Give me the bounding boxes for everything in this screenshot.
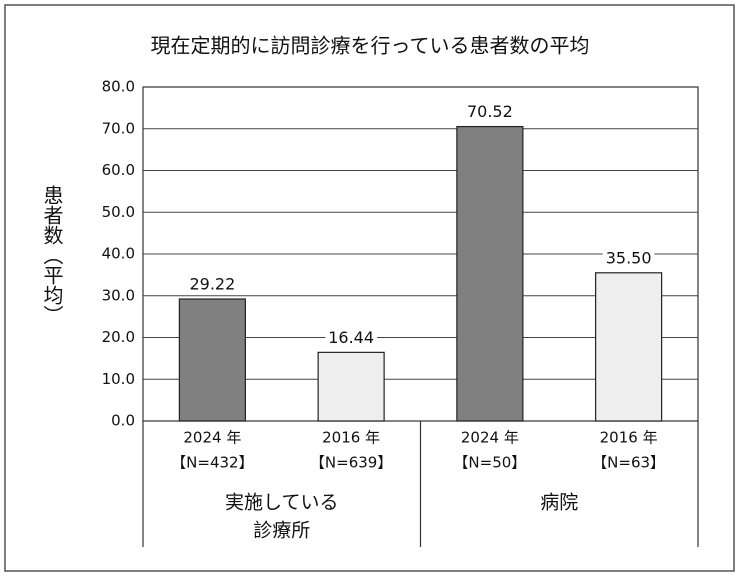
group-label: 診療所 [253, 520, 310, 542]
chart-title: 現在定期的に訪問診療を行っている患者数の平均 [151, 34, 590, 58]
x-tick-note: 【N=63】 [592, 454, 665, 472]
group-label: 実施している [225, 492, 338, 514]
value-label-bg [602, 248, 655, 268]
bar [595, 272, 663, 422]
y-axis-label: 患者数（平均） [40, 185, 64, 325]
y-tick-label: 20.0 [102, 328, 135, 346]
x-tick-note: 【N=639】 [310, 454, 392, 472]
x-tick-label: 2016 年 [322, 429, 380, 447]
y-tick-label: 0.0 [111, 412, 135, 430]
value-label: 29.22 [189, 275, 235, 294]
y-tick-label: 30.0 [102, 286, 135, 304]
y-tick-label: 40.0 [102, 245, 135, 263]
x-tick-label: 2024 年 [461, 429, 519, 447]
x-tick-note: 【N=432】 [171, 454, 253, 472]
value-label-bg [325, 327, 378, 347]
bar [317, 351, 385, 422]
value-label: 16.44 [328, 328, 374, 347]
y-tick-label: 10.0 [102, 370, 135, 388]
y-tick-label: 50.0 [102, 203, 135, 221]
x-tick-label: 2024 年 [183, 429, 241, 447]
y-tick-label: 60.0 [102, 161, 135, 179]
y-tick-label: 80.0 [102, 78, 135, 96]
bar [456, 125, 524, 422]
y-tick-label: 70.0 [102, 119, 135, 137]
bar [178, 298, 246, 422]
group-label: 病院 [540, 492, 578, 514]
value-label: 35.50 [606, 248, 652, 267]
value-label: 70.52 [467, 102, 513, 121]
value-label-bg [186, 274, 239, 294]
x-tick-note: 【N=50】 [453, 454, 526, 472]
value-label-bg [463, 102, 516, 122]
x-tick-label: 2016 年 [600, 429, 658, 447]
